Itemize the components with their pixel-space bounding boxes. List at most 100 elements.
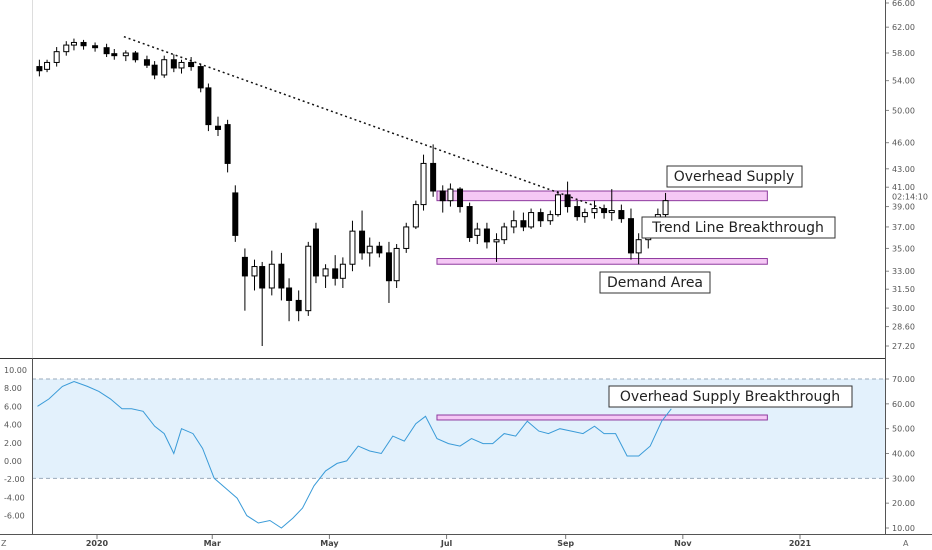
candle-body — [366, 245, 373, 254]
annotation-demand-area: Demand Area — [599, 271, 711, 294]
price-tick-label: 28.60 — [892, 323, 915, 332]
candle-body — [188, 61, 195, 68]
candle — [376, 241, 383, 258]
oscillator-line — [37, 380, 672, 529]
trend-line — [123, 35, 614, 214]
oscillator-right-tick-label: 10.00 — [892, 524, 915, 533]
price-tick-label: 58.00 — [892, 49, 915, 58]
candle — [493, 233, 500, 262]
oscillator-left-tick-label: 10.00 — [4, 366, 27, 375]
oscillator-left-tick-label: 4.00 — [4, 421, 22, 430]
candle — [339, 257, 346, 288]
candle-body — [662, 200, 669, 216]
candle — [322, 264, 329, 288]
oscillator-left-tick-label: 0.00 — [4, 457, 22, 466]
candle — [251, 259, 258, 291]
candle — [564, 181, 571, 213]
candle — [474, 222, 481, 245]
time-tick-label: Mar — [204, 539, 221, 548]
annotation-trend-line-breakthrough-label: Trend Line Breakthrough — [651, 220, 824, 236]
oscillator-right-tick-label: 20.00 — [892, 499, 915, 508]
price-countdown-label: 02:14:10 — [892, 192, 928, 201]
candle-body — [601, 208, 608, 214]
candle — [439, 185, 446, 213]
candle — [447, 183, 454, 207]
candle — [278, 252, 285, 301]
candle — [466, 202, 473, 242]
candle — [581, 208, 588, 223]
candle — [627, 208, 634, 260]
annotation-overhead-supply-label: Overhead Supply — [674, 169, 795, 185]
candle-body — [554, 194, 561, 216]
log-scale-toggle[interactable]: Z — [1, 539, 7, 548]
candle-body — [618, 210, 625, 220]
candle-body — [53, 51, 60, 63]
candle-body — [447, 188, 454, 202]
candle — [520, 212, 527, 232]
candle — [537, 208, 544, 227]
candle-body — [627, 218, 634, 254]
candle-body — [420, 162, 427, 206]
price-zones — [436, 190, 768, 265]
candle-body — [259, 266, 266, 289]
zone-overhead-supply — [436, 190, 768, 202]
candle-body — [483, 228, 490, 243]
candle — [132, 51, 139, 63]
candle — [111, 49, 118, 60]
oscillator-right-tick-label: 50.00 — [892, 425, 915, 434]
candle — [430, 144, 437, 197]
candle-body — [635, 239, 642, 254]
candle-body — [44, 61, 51, 70]
candle — [412, 200, 419, 230]
price-tick-label: 30.00 — [892, 304, 915, 313]
candle-body — [591, 208, 598, 214]
candle-body — [63, 44, 70, 53]
candle-body — [547, 214, 554, 222]
candle-body — [278, 263, 285, 289]
candle-body — [286, 287, 293, 301]
candle — [205, 83, 212, 132]
auto-scale-toggle[interactable]: A — [903, 539, 909, 548]
price-tick-label: 62.00 — [892, 23, 915, 32]
candle-body — [376, 245, 383, 254]
candle — [188, 57, 195, 71]
candle — [618, 204, 625, 223]
annotation-overhead-supply-breakthrough: Overhead Supply Breakthrough — [608, 385, 853, 408]
candle — [574, 200, 581, 221]
candle — [215, 116, 222, 137]
candle — [501, 222, 508, 245]
oscillator-zone — [436, 414, 768, 421]
candle-body — [430, 162, 437, 192]
candle — [44, 59, 51, 73]
candle — [601, 204, 608, 219]
annotation-trend-line-breakthrough: Trend Line Breakthrough — [641, 216, 836, 239]
time-tick-label: Jul — [440, 539, 453, 548]
price-axis: 66.00 62.00 58.00 54.00 50.00 46.00 43.00 41.00… — [885, 0, 928, 351]
candle-body — [332, 268, 339, 279]
price-tick-label: 39.00 — [892, 203, 915, 212]
candle — [224, 119, 231, 173]
candle-body — [466, 206, 473, 239]
price-tick-label: 27.20 — [892, 342, 915, 351]
candle-body — [103, 47, 110, 55]
candle — [554, 191, 561, 217]
candle-body — [339, 263, 346, 279]
panel-borders — [0, 0, 932, 535]
candle-body — [501, 226, 508, 241]
candle-body — [122, 52, 129, 57]
candle — [151, 61, 158, 80]
candle — [591, 200, 598, 219]
candle-body — [412, 204, 419, 228]
candle-body — [385, 252, 392, 282]
candle-body — [312, 228, 319, 277]
oscillator-left-tick-label: 2.00 — [4, 439, 22, 448]
candle-body — [111, 53, 118, 57]
candle — [403, 222, 410, 253]
time-tick-label: May — [320, 539, 339, 548]
candle — [161, 55, 168, 78]
candle — [241, 248, 248, 311]
annotation-overhead-supply-breakthrough-label: Overhead Supply Breakthrough — [620, 389, 840, 405]
candle-body — [393, 247, 400, 282]
price-tick-label: 46.00 — [892, 139, 915, 148]
